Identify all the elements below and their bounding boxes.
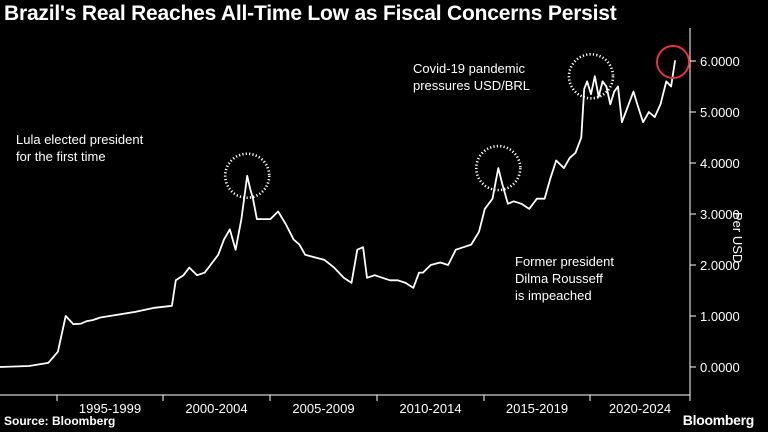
y-tick-label: 2.0000 — [700, 258, 740, 273]
source-note: Source: Bloomberg — [4, 414, 116, 428]
annotation-line: Dilma Rousseff — [515, 271, 603, 286]
highlight-circles — [223, 45, 690, 200]
line-series — [0, 60, 676, 368]
annotation-line: for the first time — [16, 149, 106, 164]
annotation-dilma: Former president Dilma Rousseff is impea… — [515, 253, 614, 304]
x-tick-label: 1995-1999 — [79, 401, 141, 416]
annotation-covid: Covid-19 pandemic pressures USD/BRL — [413, 60, 530, 94]
annotation-line: pressures USD/BRL — [413, 78, 531, 93]
highlight-circle-dotted — [474, 144, 522, 192]
x-axis: 1995-1999 2000-2004 2005-2009 2010-2014 2015… — [0, 394, 691, 416]
annotation-line: Lula elected president — [16, 132, 144, 147]
y-axis: 0.0000 1.0000 2.0000 3.0000 4.0000 5.0000 6.00… — [689, 28, 740, 395]
y-tick-label: 6.0000 — [700, 54, 740, 69]
annotation-lula: Lula elected president for the first tim… — [16, 131, 143, 165]
y-axis-label: Per USD — [730, 212, 745, 264]
x-tick-label: 2010-2014 — [399, 401, 461, 416]
x-tick-label: 2015-2019 — [506, 401, 568, 416]
bloomberg-logo: Bloomberg — [682, 412, 755, 428]
y-tick-label: 1.0000 — [700, 309, 740, 324]
series-line — [0, 60, 676, 368]
annotation-line: is impeached — [515, 288, 592, 303]
highlight-circle-dotted — [567, 53, 615, 100]
y-tick-label: 3.0000 — [700, 207, 740, 222]
x-tick-label: 2000-2004 — [185, 401, 247, 416]
highlight-circle-dotted — [223, 152, 271, 200]
y-tick-label: 0.0000 — [700, 360, 740, 375]
x-tick-label: 2005-2009 — [292, 401, 354, 416]
x-tick-label: 2020-2024 — [609, 401, 671, 416]
highlight-circle-red — [656, 45, 690, 79]
y-tick-label: 4.0000 — [700, 156, 740, 171]
annotation-line: Former president — [515, 254, 614, 269]
annotation-line: Covid-19 pandemic — [413, 61, 526, 76]
y-tick-label: 5.0000 — [700, 105, 740, 120]
chart-title: Brazil's Real Reaches All-Time Low as Fi… — [4, 2, 617, 25]
